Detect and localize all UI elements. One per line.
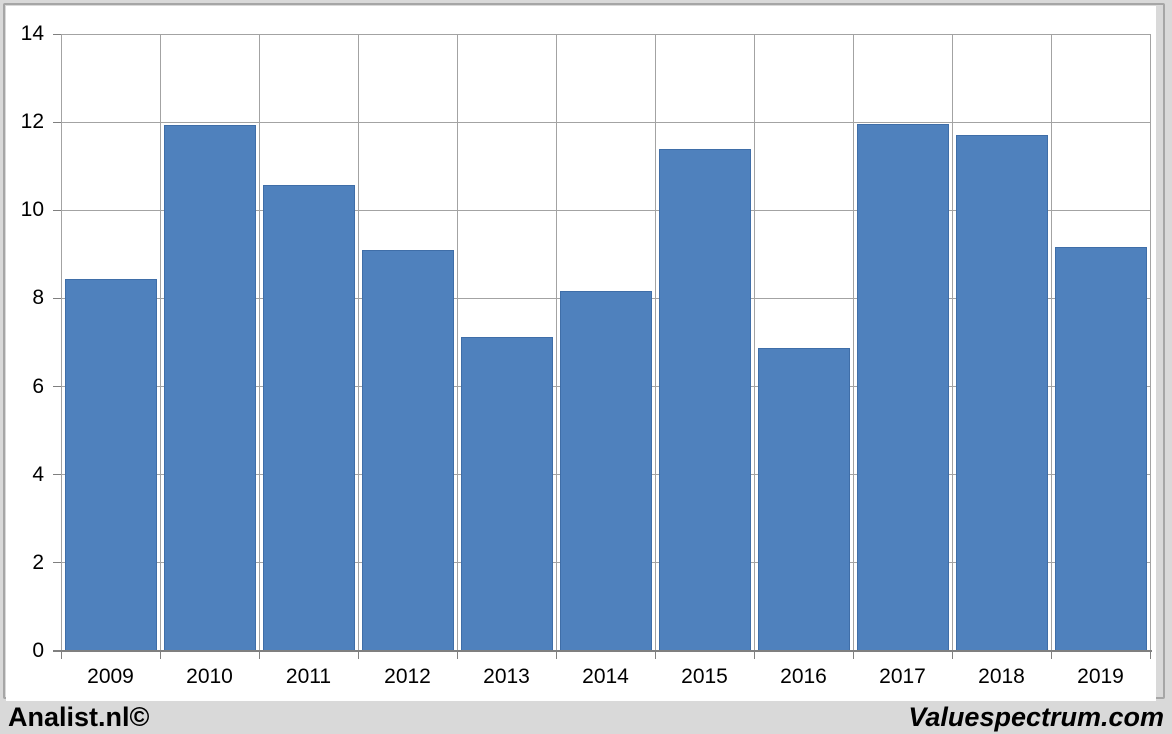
gridline-x-2 xyxy=(258,34,260,651)
y-axis-tick-10 xyxy=(53,209,61,211)
y-axis-tick-14 xyxy=(53,33,61,35)
y-axis-tick-4 xyxy=(53,474,61,476)
x-axis-label-2015: 2015 xyxy=(681,665,728,688)
gridline-x-9 xyxy=(951,34,953,651)
x-axis-tick-2 xyxy=(258,651,260,659)
gridline-x-1 xyxy=(159,34,161,651)
x-axis-label-2016: 2016 xyxy=(780,665,827,688)
gridline-x-10 xyxy=(1050,34,1052,651)
bar-2019 xyxy=(1054,246,1147,651)
y-axis-tick-2 xyxy=(53,562,61,564)
x-axis-label-2014: 2014 xyxy=(582,665,629,688)
x-axis-line xyxy=(53,650,1152,652)
gridline-y-14 xyxy=(61,33,1150,35)
y-axis-label-6: 6 xyxy=(32,374,44,398)
y-axis-label-2: 2 xyxy=(32,550,44,574)
x-axis-tick-4 xyxy=(456,651,458,659)
x-axis-label-2013: 2013 xyxy=(483,665,530,688)
gridline-x-8 xyxy=(852,34,854,651)
bar-2014 xyxy=(559,290,652,651)
x-axis-tick-11 xyxy=(1149,651,1151,659)
x-axis-tick-1 xyxy=(159,651,161,659)
bar-2015 xyxy=(658,148,751,651)
bar-2016 xyxy=(757,347,850,651)
gridline-x-11 xyxy=(1149,34,1151,651)
bar-2018 xyxy=(955,135,1048,651)
y-axis-label-14: 14 xyxy=(20,22,44,45)
gridline-y-12 xyxy=(61,121,1150,123)
gridline-x-7 xyxy=(753,34,755,651)
bar-2017 xyxy=(856,124,949,651)
bar-2011 xyxy=(262,185,355,651)
y-axis-tick-12 xyxy=(53,121,61,123)
analist-credit: Analist.nl© xyxy=(8,702,150,732)
gridline-x-6 xyxy=(654,34,656,651)
gridline-x-0 xyxy=(60,34,62,651)
bar-2009 xyxy=(64,278,157,651)
y-axis-label-12: 12 xyxy=(20,110,44,134)
gridline-x-3 xyxy=(357,34,359,651)
y-axis-label-8: 8 xyxy=(32,286,44,310)
x-axis-tick-5 xyxy=(555,651,557,659)
plot-area: 0 2 4 6 8 10 12 14 2009 2010 2011 2012 2013 2014 2015 2… xyxy=(21,22,1152,688)
y-axis-label-4: 4 xyxy=(32,462,44,486)
bar-2010 xyxy=(163,125,256,651)
bar-2012 xyxy=(361,249,454,651)
x-axis-label-2012: 2012 xyxy=(384,665,431,688)
gridline-y-10 xyxy=(61,209,1150,211)
x-axis-tick-6 xyxy=(654,651,656,659)
x-axis-tick-10 xyxy=(1050,651,1052,659)
gridline-x-5 xyxy=(555,34,557,651)
valuespectrum-credit: Valuespectrum.com xyxy=(908,702,1164,732)
y-axis-label-0: 0 xyxy=(32,639,44,662)
y-axis-tick-8 xyxy=(53,297,61,299)
x-axis-tick-9 xyxy=(951,651,953,659)
gridline-x-4 xyxy=(456,34,458,651)
x-axis-label-2009: 2009 xyxy=(87,665,134,688)
x-axis-label-2010: 2010 xyxy=(186,665,233,688)
x-axis-tick-3 xyxy=(357,651,359,659)
y-axis-label-10: 10 xyxy=(20,198,44,222)
y-axis-tick-6 xyxy=(53,386,61,388)
bar-2013 xyxy=(460,337,553,651)
x-axis-label-2019: 2019 xyxy=(1077,665,1124,688)
x-axis-tick-8 xyxy=(852,651,854,659)
x-axis-label-2011: 2011 xyxy=(285,665,332,688)
chart-area: 0 2 4 6 8 10 12 14 2009 2010 2011 2012 2013 2014 2015 2… xyxy=(6,6,1156,701)
x-axis-tick-0 xyxy=(60,651,62,659)
x-axis-label-2018: 2018 xyxy=(978,665,1025,688)
x-axis-label-2017: 2017 xyxy=(879,665,926,688)
x-axis-tick-7 xyxy=(753,651,755,659)
